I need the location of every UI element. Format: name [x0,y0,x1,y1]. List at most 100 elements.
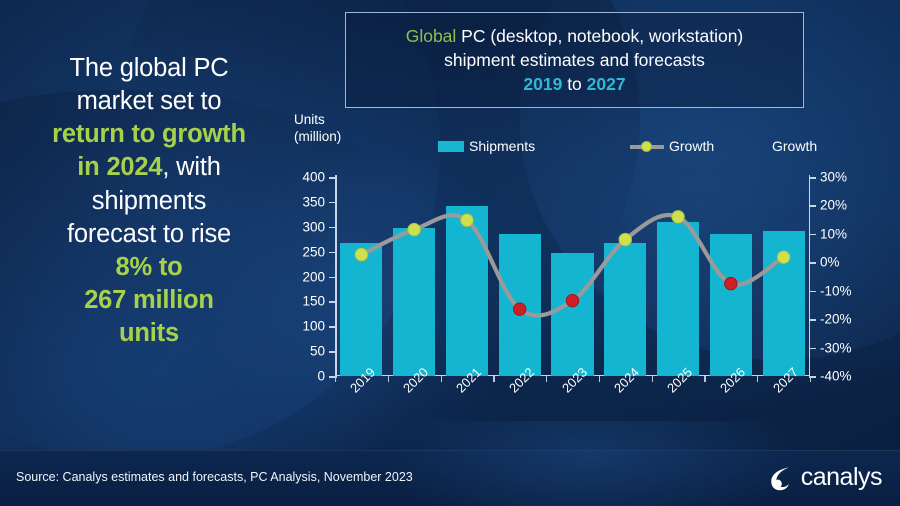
axis-units-line1: Units [294,112,325,127]
right-axis-tick [810,347,816,350]
bar-2019 [340,243,383,376]
growth-marker-2023 [565,293,580,308]
x-axis-tick [598,376,601,382]
left-axis-tick-label: 150 [302,293,325,309]
canalys-mark-icon [770,467,789,490]
left-axis-tick-label: 200 [302,269,325,284]
right-axis-tick-label: -30% [820,340,852,356]
right-axis-tick [810,233,816,236]
title-year-start: 2019 [523,74,563,95]
headline-line-7: 8% to [115,252,183,281]
right-axis-tick [810,290,816,293]
right-axis-tick-label: 30% [820,169,848,185]
right-axis-tick-label: 20% [820,197,848,213]
title-year-end: 2027 [586,74,626,95]
x-axis-tick [704,376,706,382]
left-axis-tick [329,301,335,303]
headline-line-5: shipments [91,186,207,215]
growth-marker-2026 [724,276,738,291]
left-axis-tick-label: 100 [302,318,325,334]
right-axis-tick-label: -40% [820,368,852,384]
right-axis-tick [810,262,816,264]
source-note: Source: Canalys estimates and forecasts,… [16,470,413,484]
growth-markers [354,210,791,316]
bar-2026 [709,233,752,376]
shipments-swatch-icon [438,140,464,152]
right-axis-title: Growth [772,138,817,154]
left-axis-tick [329,251,335,254]
left-axis-tick [329,351,335,353]
legend-item-shipments: Shipments [438,138,535,154]
right-axis-tick [810,376,816,378]
left-axis-tick-label: 50 [309,343,325,359]
right-axis-tick-label: 0% [820,254,840,270]
left-axis-tick-label: 0 [317,368,325,384]
headline-text: The global PC market set to return to gr… [8,52,290,350]
bar-2024 [604,243,647,376]
footer-bar: Source: Canalys estimates and forecasts,… [0,421,900,506]
bar-2021 [445,206,489,376]
left-axis-tick [329,326,335,328]
legend-label-shipments: Shipments [469,138,536,154]
right-axis-tick-label: -10% [820,283,852,299]
x-axis-tick [651,376,653,382]
right-axis-tick-label: -20% [820,311,852,327]
growth-marker-2022 [513,302,527,316]
headline-line-3: return to growth [52,120,246,149]
left-axis-tick [329,177,335,179]
chart-title: Global PC (desktop, notebook, workstatio… [406,24,744,96]
chart-title-box: Global PC (desktop, notebook, workstatio… [345,12,804,108]
left-axis-tick-label: 300 [302,219,325,235]
right-axis-tick [810,205,816,207]
left-axis-tick [329,226,335,229]
left-axis-tick-label: 250 [302,244,325,260]
growth-marker-2027 [776,250,791,264]
legend-label-growth: Growth [669,138,715,154]
plot-area: 0 50 100 150 200 250 300 350 400 -40% -30% -20% -10… [302,170,851,396]
x-axis-tick [546,376,548,382]
growth-marker-2024 [618,232,632,247]
x-axis-tick [387,376,389,382]
legend-item-growth: Growth [630,138,714,154]
left-axis-line [335,175,337,378]
headline-line-8: 267 million [84,285,214,314]
x-axis-tick [440,376,442,382]
growth-line-series [354,210,791,318]
headline-line-2: market set to [76,87,222,116]
chart-area: Units (million) Shipments Growth Growth … [290,112,890,432]
left-axis-tick [329,276,335,278]
growth-marker-2021 [460,213,474,227]
headline-line-4-highlight: in 2024 [77,153,163,182]
growth-marker-2020 [407,222,421,237]
bar-2023 [551,253,594,376]
left-axis-tick [329,201,335,204]
left-axis-tick-label: 400 [302,169,325,185]
bar-2020 [393,228,436,376]
growth-line-marker-icon [630,140,664,152]
growth-marker-2019 [354,247,369,262]
right-axis-tick-label: 10% [820,226,848,242]
canalys-wordmark: canalys [800,463,883,491]
growth-marker-2025 [671,210,685,224]
headline-line-1: The global PC [69,54,229,82]
headline-line-4-plain: , with [162,153,221,182]
title-word-global: Global [405,25,457,46]
left-axis-tick [329,376,335,378]
right-axis-tick [810,319,816,321]
x-axis-tick [757,376,759,382]
title-to: to [562,74,587,95]
left-axis-tick-label: 350 [302,194,325,210]
x-axis-tick [810,376,812,382]
x-axis-tick [493,376,495,382]
title-rest-line1: PC (desktop, notebook, workstation) [456,25,744,46]
title-line2: shipment estimates and forecasts [444,49,705,70]
x-axis-tick [335,376,337,382]
headline-line-6: forecast to rise [66,219,232,248]
headline-line-9: units [119,319,179,348]
canalys-logo: canalys [766,463,883,492]
right-axis-title-label: Growth [772,138,818,154]
right-axis-tick [810,177,816,179]
left-axis-unit-caption: Units (million) [294,112,341,146]
right-axis-line [808,175,810,378]
